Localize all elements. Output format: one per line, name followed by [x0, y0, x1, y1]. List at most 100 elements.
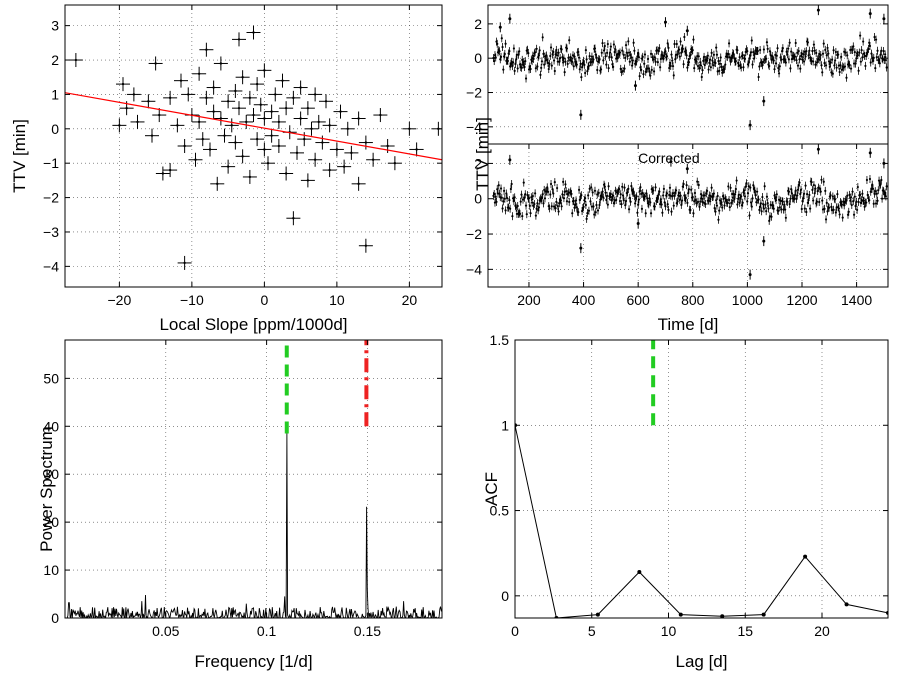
data-point [845, 73, 848, 82]
data-point [738, 198, 741, 207]
data-point [634, 199, 637, 208]
data-point [826, 43, 829, 52]
data-point [540, 63, 543, 72]
data-point [577, 208, 580, 217]
data-point [584, 200, 587, 209]
data-point [803, 204, 806, 213]
panel-annotation: Corrected [638, 150, 699, 166]
data-point [286, 211, 301, 226]
data-point [874, 35, 878, 44]
data-point [351, 176, 366, 191]
data-point [668, 183, 672, 192]
data-point [775, 51, 778, 60]
data-point [707, 65, 710, 74]
data-point [275, 73, 290, 88]
data-point [837, 50, 840, 59]
data-point [734, 57, 737, 66]
data-point [641, 52, 644, 61]
data-point [308, 87, 323, 102]
data-point [279, 101, 294, 116]
data-point [798, 55, 801, 64]
data-point [530, 198, 534, 207]
data-point [567, 53, 570, 62]
data-point [697, 52, 700, 61]
chart-ttv-corrected: 200 400 600 800 1000 1200 1400 −4 −2 0 2 Time [d] Co… [466, 143, 889, 334]
outlier-point [762, 236, 766, 247]
y-tick-label: 10 [43, 562, 59, 578]
data-point [808, 190, 811, 199]
data-point [859, 190, 862, 199]
data-point [812, 40, 816, 49]
data-point [691, 46, 694, 55]
acf-marker [761, 612, 766, 617]
data-point [645, 189, 648, 198]
y-tick-label: −3 [43, 224, 59, 240]
data-point [818, 198, 821, 207]
data-point [618, 185, 621, 194]
data-point [504, 206, 507, 215]
data-point [253, 97, 268, 112]
data-point [871, 184, 875, 193]
data-point [575, 203, 578, 212]
data-point [765, 207, 768, 216]
data-point [859, 57, 862, 66]
data-point [780, 205, 783, 214]
data-point [268, 87, 283, 102]
data-point [671, 189, 675, 198]
data-point [884, 50, 887, 59]
data-point [297, 132, 312, 147]
data-point [786, 50, 789, 59]
data-point [667, 205, 670, 214]
data-point [532, 54, 535, 63]
data-point [848, 190, 851, 199]
data-point [358, 135, 373, 150]
data-point [830, 68, 833, 77]
data-point [590, 52, 594, 61]
data-point [642, 70, 645, 79]
data-point [112, 118, 127, 133]
data-point [572, 62, 575, 71]
data-point [662, 191, 665, 200]
data-point [757, 72, 760, 81]
data-point [805, 47, 808, 56]
data-point [794, 39, 797, 48]
outlier-point [816, 5, 820, 16]
y-tick-label: 0 [51, 610, 59, 626]
data-point [726, 198, 729, 207]
data-point [849, 193, 853, 202]
data-point [873, 33, 876, 42]
data-point [720, 62, 723, 71]
data-point [607, 64, 610, 73]
data-point [696, 61, 700, 70]
data-point [540, 57, 544, 66]
x-tick-label: 5 [588, 623, 596, 639]
data-point [716, 191, 719, 200]
data-point [865, 198, 868, 207]
data-point [409, 142, 424, 157]
data-point [680, 196, 684, 205]
data-point [812, 57, 815, 66]
data-point [637, 53, 641, 62]
data-point [877, 176, 881, 185]
data-point [600, 48, 603, 57]
data-point [746, 197, 749, 206]
data-point [290, 145, 304, 160]
data-point [859, 31, 862, 40]
data-point [773, 65, 776, 74]
outlier-point [508, 13, 512, 24]
data-point [834, 208, 837, 217]
data-point [264, 128, 279, 143]
data-point [685, 51, 688, 60]
data-point [387, 156, 402, 171]
data-point [689, 205, 692, 214]
y-axis-label: Power Spectrum [37, 426, 56, 552]
y-tick-label: 0 [501, 588, 509, 604]
chart-power-spectrum: 0.05 0.1 0.15 0 10 20 30 40 50 Frequency [1/d] Pow… [37, 339, 443, 671]
data-point [511, 212, 514, 221]
data-point [814, 184, 817, 193]
data-point [496, 39, 499, 48]
data-point [727, 50, 730, 59]
data-point [659, 195, 662, 204]
data-point [579, 59, 582, 68]
data-point [549, 51, 552, 60]
